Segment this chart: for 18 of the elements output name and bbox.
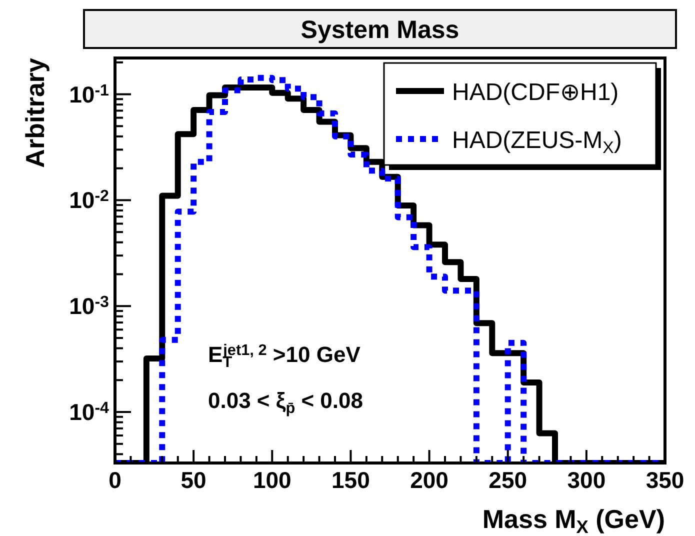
legend-label: HAD(ZEUS-M$_{X}$) bbox=[452, 127, 622, 158]
x-tick-label: 350 bbox=[646, 467, 684, 493]
legend-label: HAD(CDF⊕H1) bbox=[452, 79, 619, 106]
x-tick-label: 250 bbox=[488, 467, 528, 493]
x-tick-label: 50 bbox=[180, 467, 206, 493]
x-tick-label: 100 bbox=[252, 467, 292, 493]
x-tick-label: 300 bbox=[567, 467, 606, 493]
chart-title: System Mass bbox=[300, 16, 460, 44]
y-tick-label: 10$^{-3}$ bbox=[69, 292, 110, 320]
x-tick-label: 200 bbox=[410, 467, 448, 493]
y-tick-label: 10$^{-4}$ bbox=[69, 398, 110, 426]
annotation: 0.03 < ξ$_{p̄}$ < 0.08 bbox=[208, 388, 363, 416]
x-axis-title: Mass M$_{X}$ (GeV) bbox=[482, 504, 665, 536]
x-tick-label: 150 bbox=[332, 467, 370, 493]
y-tick-label: 10$^{-2}$ bbox=[69, 186, 110, 214]
y-tick-label: 10$^{-1}$ bbox=[69, 81, 110, 108]
x-tick-label: 0 bbox=[108, 467, 122, 493]
y-axis-title: Arbitrary bbox=[20, 57, 50, 168]
